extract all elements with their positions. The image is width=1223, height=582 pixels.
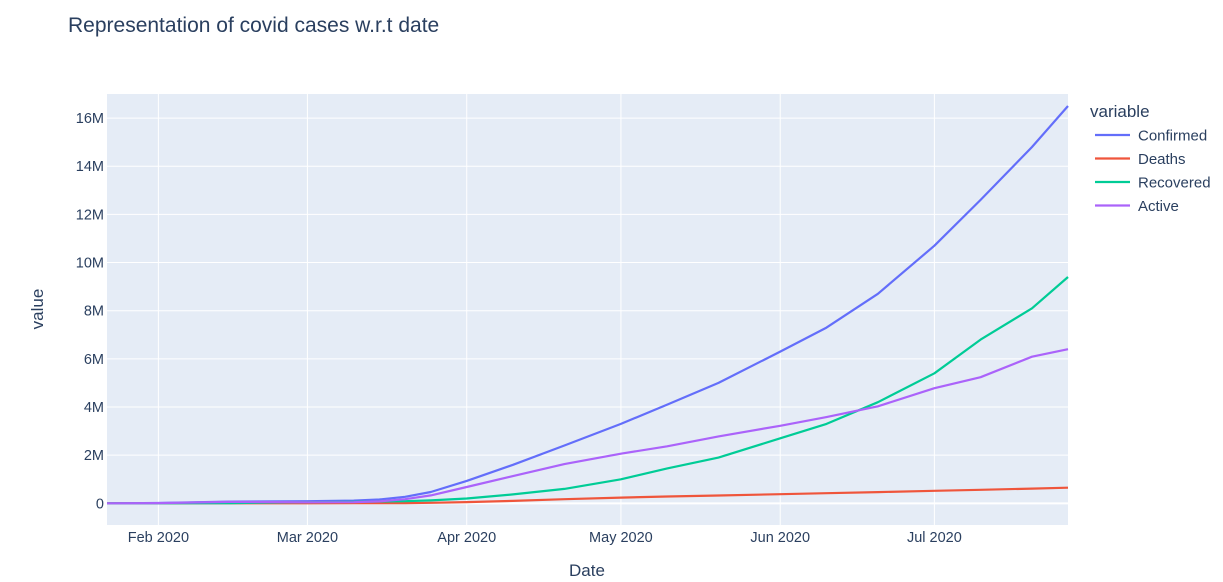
- y-tick-label: 10M: [76, 256, 104, 272]
- legend-item-active[interactable]: Active: [1095, 198, 1179, 215]
- y-tick-label: 16M: [76, 111, 104, 127]
- y-tick-label: 6M: [84, 352, 104, 368]
- y-tick-label: 2M: [84, 448, 104, 464]
- y-tick-label: 4M: [84, 400, 104, 416]
- y-tick-label: 0: [96, 496, 104, 512]
- legend-label: Recovered: [1138, 175, 1211, 192]
- x-tick-label: Jun 2020: [750, 530, 810, 546]
- y-axis-title: value: [28, 289, 47, 330]
- grid-layer: [107, 94, 1068, 525]
- legend-item-confirmed[interactable]: Confirmed: [1095, 128, 1207, 145]
- x-tick-label: Apr 2020: [437, 530, 496, 546]
- legend-item-recovered[interactable]: Recovered: [1095, 175, 1211, 192]
- chart-title: Representation of covid cases w.r.t date: [68, 14, 439, 37]
- x-tick-label: Jul 2020: [907, 530, 962, 546]
- y-tick-label: 12M: [76, 207, 104, 223]
- y-tick-labels: 0 2M 4M 6M 8M 10M 12M 14M 16M: [76, 111, 104, 512]
- x-tick-labels: Feb 2020 Mar 2020 Apr 2020 May 2020 Jun 2020…: [128, 530, 962, 546]
- series-line-active: [106, 348, 1069, 505]
- x-tick-label: Mar 2020: [277, 530, 338, 546]
- x-tick-label: May 2020: [589, 530, 653, 546]
- x-tick-label: Feb 2020: [128, 530, 189, 546]
- legend-label: Active: [1138, 198, 1179, 215]
- y-tick-label: 8M: [84, 304, 104, 320]
- series-layer: [106, 105, 1069, 505]
- legend-label: Deaths: [1138, 151, 1186, 168]
- legend: variable Confirmed Deaths Recovered Active: [1090, 102, 1211, 215]
- legend-title: variable: [1090, 102, 1150, 121]
- legend-item-deaths[interactable]: Deaths: [1095, 151, 1186, 168]
- legend-label: Confirmed: [1138, 128, 1207, 145]
- y-tick-label: 14M: [76, 159, 104, 175]
- x-axis-title: Date: [569, 561, 605, 580]
